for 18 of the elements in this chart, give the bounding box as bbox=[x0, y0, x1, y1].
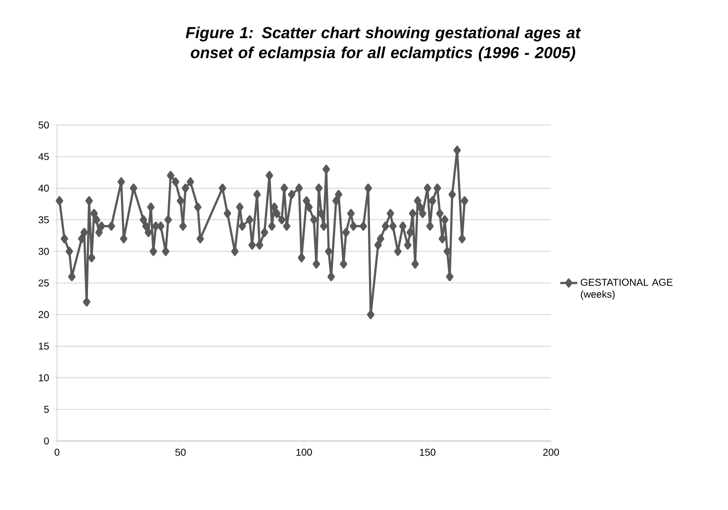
x-tick-label: 0 bbox=[54, 448, 60, 456]
y-tick-label: 15 bbox=[38, 342, 49, 350]
y-tick-label: 35 bbox=[38, 216, 49, 224]
y-tick-label: 20 bbox=[38, 311, 49, 318]
y-tick-label: 40 bbox=[38, 184, 49, 192]
y-tick-label: 50 bbox=[38, 121, 49, 129]
y-tick-label: 25 bbox=[38, 279, 49, 287]
x-tick-label: 150 bbox=[420, 448, 436, 456]
y-tick-label: 30 bbox=[38, 248, 49, 255]
x-tick-label: 100 bbox=[296, 448, 312, 456]
y-tick-label: 10 bbox=[38, 374, 49, 382]
legend-label: GESTATIONAL AGE (weeks) bbox=[580, 278, 673, 300]
y-tick-label: 5 bbox=[44, 406, 49, 413]
y-tick-label: 45 bbox=[38, 153, 49, 160]
x-tick-label: 50 bbox=[175, 448, 186, 456]
chart-title: Figure 1: Scatter chart showing gestational ages at onset of eclampsia for all eclamptics (1996 - 2005) bbox=[186, 26, 582, 62]
x-tick-label: 200 bbox=[543, 448, 559, 456]
y-tick-label: 0 bbox=[44, 437, 49, 445]
